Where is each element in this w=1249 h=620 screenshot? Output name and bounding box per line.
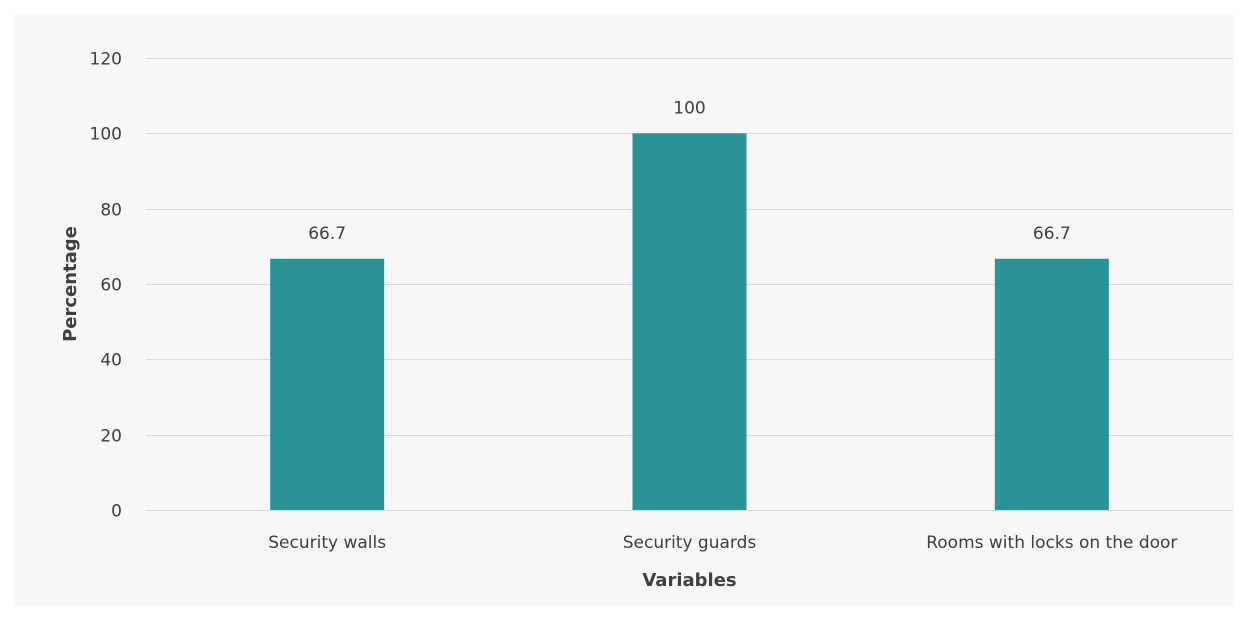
data-label: 66.7	[1033, 224, 1071, 244]
y-tick-label: 20	[100, 427, 122, 447]
x-tick-label: Security walls	[268, 533, 386, 553]
x-tick-label: Security guards	[623, 533, 757, 553]
bar	[632, 133, 747, 511]
y-tick-label: 40	[100, 351, 122, 371]
data-labels: 66.7 100 66.7	[308, 98, 1071, 243]
x-axis-title: Variables	[642, 570, 736, 591]
data-label: 66.7	[308, 224, 346, 244]
y-tick-label: 0	[111, 502, 122, 522]
y-tick-label: 60	[100, 276, 122, 296]
y-tick-label: 80	[100, 201, 122, 221]
y-tick-label: 100	[90, 125, 122, 145]
y-axis-title: Percentage	[60, 226, 81, 342]
bar	[270, 258, 385, 510]
y-axis-ticks: 0 20 40 60 80 100 120	[90, 50, 122, 522]
x-tick-label: Rooms with locks on the door	[926, 533, 1177, 553]
x-axis-ticks: Security walls Security guards Rooms with …	[268, 533, 1177, 553]
bar	[994, 258, 1109, 510]
y-tick-label: 120	[90, 50, 122, 70]
data-label: 100	[673, 98, 705, 118]
bars	[270, 133, 1109, 511]
